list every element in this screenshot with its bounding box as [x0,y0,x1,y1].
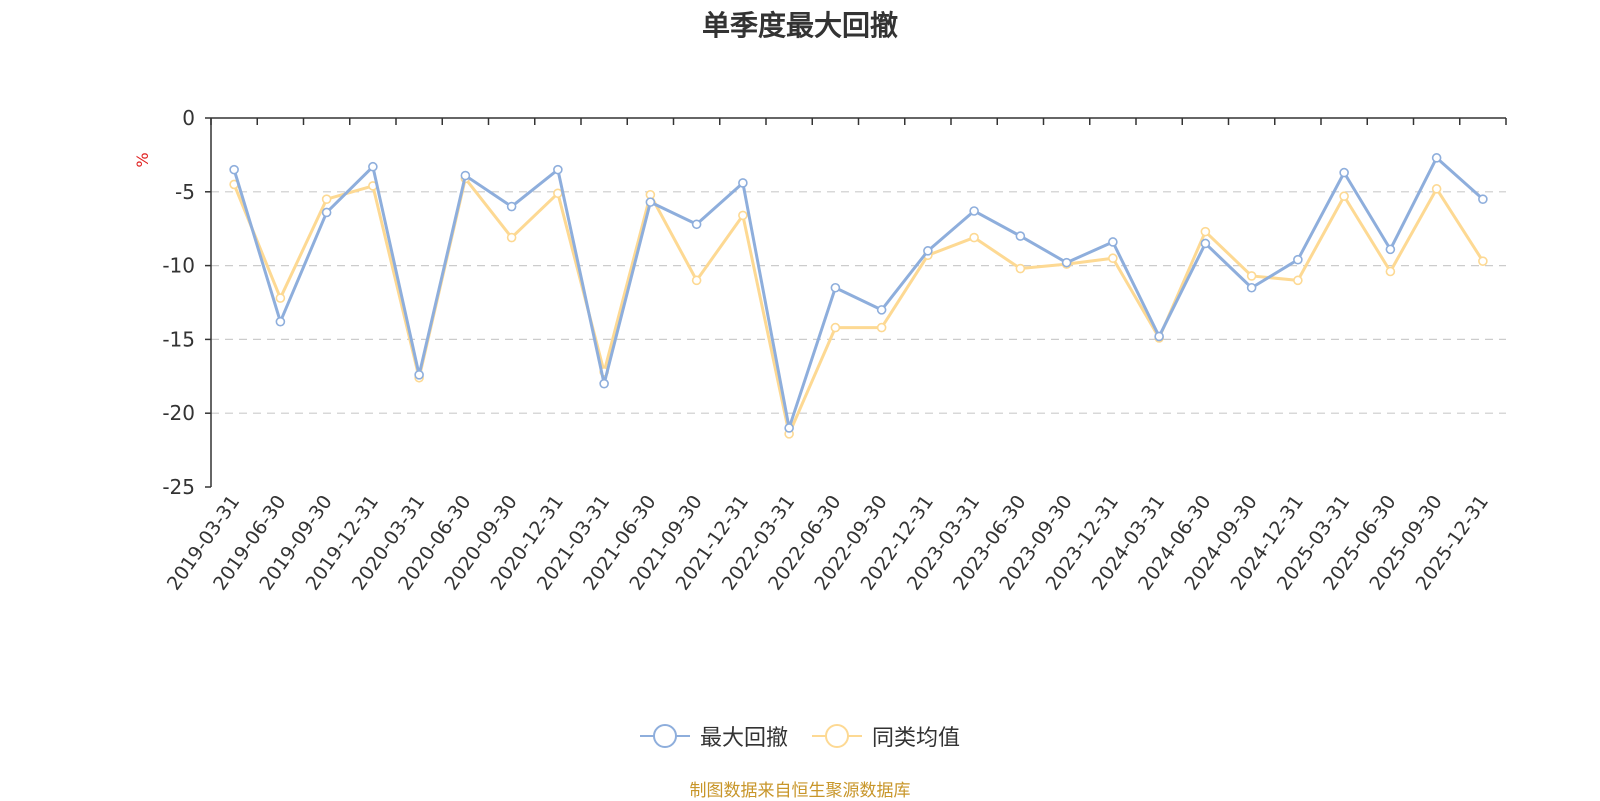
legend-item-series1[interactable]: 最大回撤 [639,720,788,752]
data-point-series2 [1246,271,1257,281]
grid-lines [211,191,1506,414]
data-point-series1 [738,178,748,188]
data-point-series2 [830,322,841,333]
axes [205,117,1507,488]
data-point-series1 [321,207,332,218]
data-point-series1 [229,164,239,175]
data-point-series2 [1108,253,1118,264]
data-point-series1 [460,170,471,181]
data-point-series1 [275,316,286,327]
data-point-series1 [876,305,887,315]
data-point-series1 [599,378,609,389]
data-point-series2 [1293,275,1303,286]
data-point-series2 [321,194,332,204]
data-point-series1 [1431,153,1442,163]
data-point-series1 [1385,244,1396,255]
data-point-series1 [1015,231,1026,241]
source-note: 制图数据来自恒生聚源数据库 [689,781,911,801]
y-tick-label: -10 [162,254,195,278]
data-point-series2 [738,210,748,221]
y-tick-label: -20 [162,401,195,425]
data-point-series1 [784,423,794,433]
data-point-series1 [506,201,517,212]
data-point-series1 [1339,167,1349,178]
data-point-series1 [969,206,979,216]
data-point-series1 [691,219,702,230]
data-point-series2 [1385,266,1396,277]
data-point-series2 [1015,263,1026,274]
data-point-series2 [1431,184,1442,194]
y-axis-unit: % [133,152,152,167]
data-point-series2 [275,293,286,303]
y-tick-label: -5 [175,180,195,204]
data-point-series1 [1200,238,1211,249]
data-point-series2 [969,232,979,243]
y-tick-label: -25 [162,475,195,499]
data-point-series2 [1339,191,1349,202]
data-point-series1 [923,246,933,256]
legend: 最大回撤 同类均值 [0,720,1600,752]
series-line-2 [232,177,1485,436]
series-line-1 [232,156,1484,430]
data-point-series1 [1061,257,1072,268]
data-point-series1 [1154,331,1164,342]
legend-swatch-series1 [639,724,690,748]
data-point-series1 [1108,237,1118,247]
chart-title: 单季度最大回撤 [701,9,898,42]
y-tick-label: 0 [182,106,195,130]
data-point-series2 [1478,256,1488,266]
data-point-series1 [645,197,656,207]
legend-label-series2: 同类均值 [872,726,961,751]
legend-swatch-series2 [812,724,862,748]
data-point-series1 [1478,194,1488,204]
data-point-series2 [553,188,563,199]
series-lines [229,153,1488,439]
data-point-series1 [1246,282,1257,293]
data-point-series2 [506,232,517,243]
data-point-series1 [830,282,841,293]
data-point-series1 [414,370,424,380]
legend-label-series1: 最大回撤 [699,726,788,751]
data-point-series1 [1293,254,1303,265]
data-point-series1 [553,164,563,175]
data-point-series2 [876,322,887,333]
data-point-series2 [691,275,702,286]
data-point-series2 [1200,226,1211,237]
data-point-series1 [368,161,378,172]
legend-item-series2[interactable]: 同类均值 [812,720,960,752]
y-tick-label: -15 [162,327,195,351]
